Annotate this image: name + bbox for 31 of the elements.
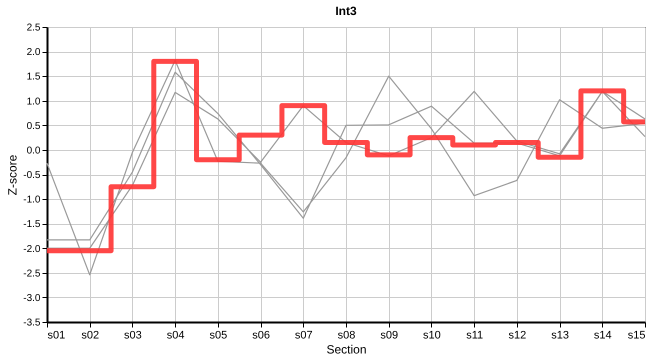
y-tick-label: -1.0 [23, 194, 41, 206]
y-tick-label: 1.5 [26, 72, 41, 83]
y-axis-title: Z-score [5, 154, 20, 196]
x-tick-label: s07 [294, 330, 313, 342]
x-tick-label: s05 [209, 330, 228, 342]
x-tick-label: s14 [594, 330, 612, 342]
x-tick-label: s01 [48, 330, 66, 342]
y-tick-label: 0.0 [26, 145, 41, 156]
y-tick-label: -1.5 [23, 219, 41, 230]
x-tick-label: s15 [628, 330, 646, 342]
x-tick-label: s12 [508, 330, 526, 342]
y-tick-label: 0.5 [26, 120, 41, 132]
y-tick-label: -3.0 [23, 292, 41, 304]
y-tick-label: 2.5 [26, 22, 41, 34]
y-tick-label: 1.0 [26, 96, 41, 108]
x-tick-label: s09 [380, 330, 398, 342]
y-tick-label: 2.0 [26, 47, 41, 58]
x-tick-label: s08 [338, 330, 356, 342]
chart-title: Int3 [335, 4, 357, 18]
x-tick-label: s10 [423, 330, 441, 342]
x-tick-label: s02 [81, 330, 100, 342]
x-tick-label: s03 [124, 330, 142, 342]
x-tick-label: s13 [551, 330, 569, 342]
y-tick-label: -0.5 [23, 170, 41, 181]
y-tick-label: -3.5 [23, 318, 41, 328]
x-tick-label: s04 [166, 330, 185, 342]
y-tick-label: -2.5 [23, 268, 41, 280]
x-axis-title: Section [326, 342, 367, 356]
x-tick-label: s11 [466, 330, 484, 342]
x-tick-label: s06 [252, 330, 270, 342]
y-tick-label: -2.0 [23, 244, 41, 255]
